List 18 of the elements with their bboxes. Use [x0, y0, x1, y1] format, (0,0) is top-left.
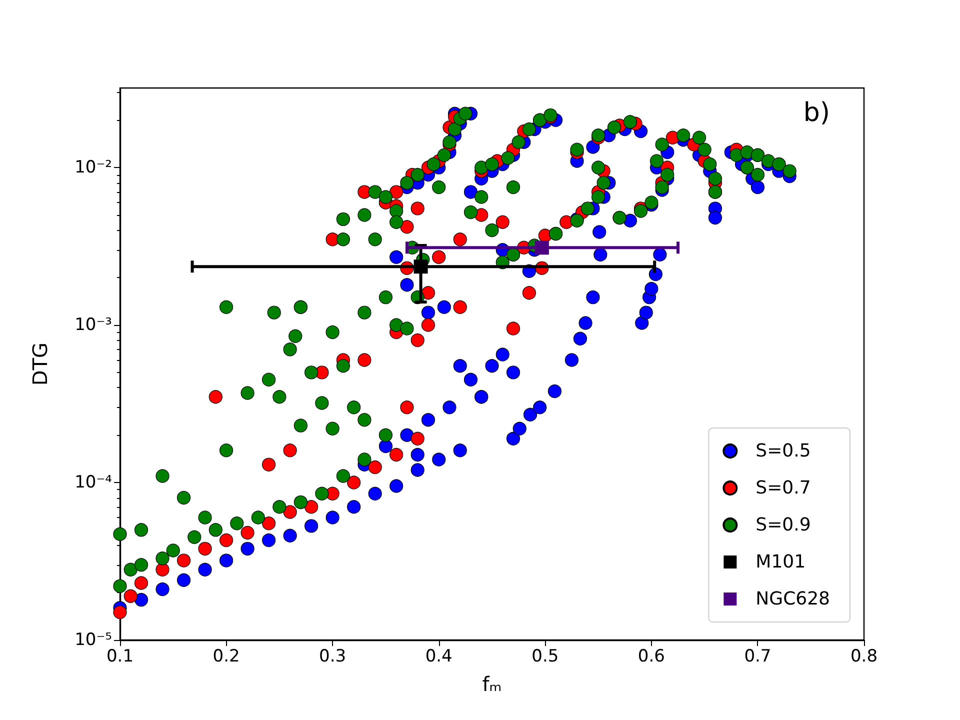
- legend-label: M101: [756, 552, 806, 572]
- legend-label: S=0.9: [756, 514, 811, 536]
- x-tick-label: 0.8: [850, 646, 878, 666]
- y-tick-label: 10⁻⁴: [74, 472, 112, 493]
- y-axis-title: DTG: [28, 342, 52, 386]
- y-tick-label: 10⁻³: [74, 315, 112, 336]
- x-tick-label: 0.7: [744, 646, 772, 666]
- x-tick-label: 0.4: [425, 646, 452, 666]
- x-tick-label: 0.5: [532, 646, 559, 666]
- x-axis-title: fₘ: [482, 672, 502, 696]
- x-tick-label: 0.2: [212, 646, 240, 666]
- x-tick-label: 0.6: [638, 646, 665, 666]
- legend-label: S=0.5: [756, 440, 811, 462]
- x-tick-label: 0.3: [319, 646, 346, 666]
- annotation: b): [803, 98, 830, 128]
- legend-label: NGC628: [756, 588, 830, 610]
- y-tick-label: 10⁻²: [74, 158, 112, 178]
- legend-label: S=0.7: [756, 478, 811, 498]
